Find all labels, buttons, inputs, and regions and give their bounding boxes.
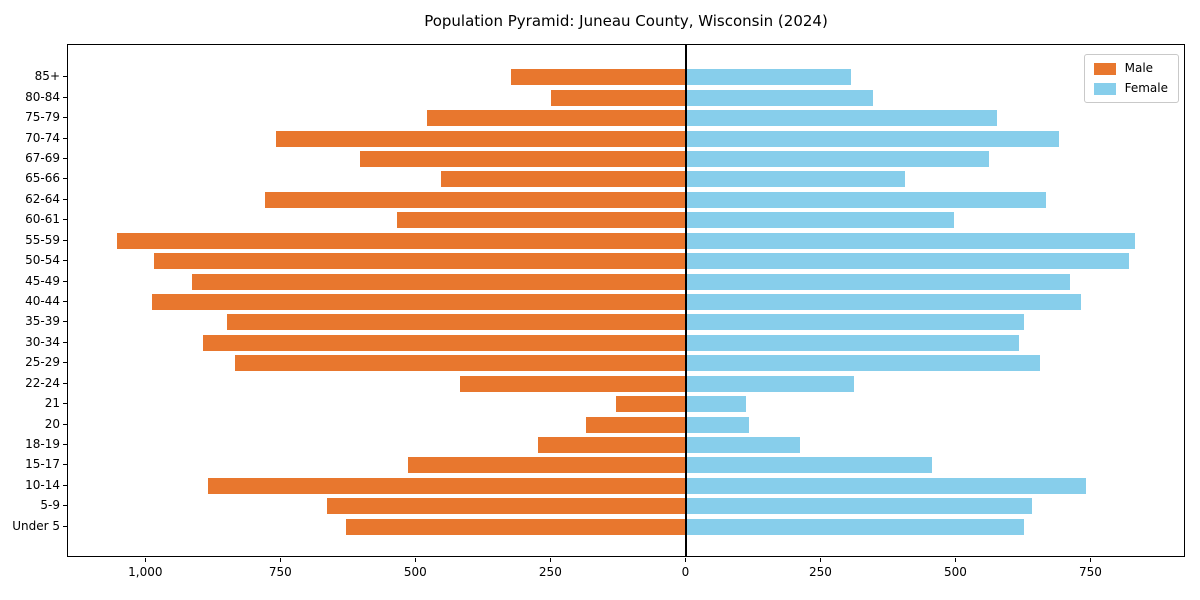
y-axis-label-75-79: 75-79 (25, 110, 60, 125)
female-bar-65-66 (686, 171, 906, 188)
y-axis-label-15-17: 15-17 (25, 457, 60, 472)
y-axis-label-25-29: 25-29 (25, 355, 60, 370)
male-bar-35-39 (227, 314, 687, 331)
x-axis-label-250: 250 (538, 565, 562, 579)
male-bar-5-9 (327, 498, 687, 515)
male-bar-45-49 (192, 273, 687, 290)
x-axis-tick (685, 558, 687, 562)
female-bar-20 (686, 416, 749, 433)
x-axis-tick (955, 558, 957, 562)
male-bar-62-64 (265, 191, 687, 208)
female-bar-80-84 (686, 89, 873, 106)
female-legend-swatch (1093, 82, 1116, 95)
female-bar-60-61 (686, 212, 954, 229)
female-bar-18-19 (686, 437, 800, 454)
female-bar-10-14 (686, 477, 1087, 494)
male-legend-label: Male (1124, 61, 1154, 75)
female-legend-label: Female (1124, 81, 1168, 95)
x-axis-label-750: 750 (1079, 565, 1102, 579)
x-axis-tick (145, 558, 147, 562)
female-bar-5-9 (686, 498, 1033, 515)
female-bar-30-34 (686, 334, 1019, 351)
male-bar-80-84 (551, 89, 687, 106)
male-bar-22-24 (459, 375, 687, 392)
x-axis-label-750: 750 (268, 565, 292, 579)
legend-item-female: Female (1093, 81, 1168, 95)
female-bar-67-69 (686, 150, 989, 167)
y-axis-label-40-44: 40-44 (25, 294, 60, 308)
chart-title: Population Pyramid: Juneau County, Wisco… (424, 12, 828, 30)
y-axis-label-18-19: 18-19 (25, 437, 60, 452)
y-axis-label-10-14: 10-14 (25, 477, 60, 492)
male-bar-60-61 (397, 212, 687, 229)
legend: Male Female (1083, 54, 1179, 103)
y-axis-label-22-24: 22-24 (25, 375, 60, 390)
female-bar-40-44 (686, 294, 1081, 310)
y-axis-label-under-5: Under 5 (12, 518, 60, 533)
y-axis-label-85: 85+ (34, 69, 60, 84)
y-axis-label-30-34: 30-34 (25, 334, 60, 349)
x-axis-tick (1090, 558, 1092, 562)
female-bar-62-64 (686, 191, 1046, 208)
y-axis-label-80-84: 80-84 (25, 89, 60, 104)
male-bar-under-5 (346, 518, 687, 535)
x-axis-label-250: 250 (808, 565, 832, 579)
y-axis-label-50-54: 50-54 (25, 253, 60, 268)
female-bar-22-24 (686, 375, 854, 392)
y-axis-label-62-64: 62-64 (25, 191, 60, 206)
female-bar-85 (686, 69, 852, 86)
male-bar-75-79 (427, 110, 687, 127)
male-bar-67-69 (359, 150, 687, 167)
female-bar-21 (686, 396, 746, 413)
x-axis-tick (550, 558, 552, 562)
male-bar-50-54 (154, 253, 687, 270)
male-legend-swatch (1093, 62, 1116, 75)
male-bar-18-19 (537, 437, 687, 454)
male-bar-70-74 (275, 130, 687, 147)
male-bar-15-17 (408, 457, 687, 474)
female-bar-50-54 (686, 253, 1130, 270)
female-bar-45-49 (686, 273, 1070, 290)
x-axis-tick (415, 558, 417, 562)
x-axis-tick (820, 558, 822, 562)
male-bar-20 (586, 416, 687, 433)
legend-item-male: Male (1093, 61, 1168, 75)
female-bar-55-59 (686, 232, 1135, 249)
y-axis-label-67-69: 67-69 (25, 150, 60, 165)
plot-area: Male Female (67, 44, 1185, 557)
x-axis-label-0: 0 (681, 565, 690, 579)
y-axis-label-20: 20 (44, 416, 60, 431)
female-bar-25-29 (686, 355, 1041, 372)
y-axis-label-65-66: 65-66 (25, 171, 60, 186)
male-bar-10-14 (208, 477, 687, 494)
y-axis-label-55-59: 55-59 (25, 232, 60, 247)
zero-axis-line (685, 45, 688, 556)
y-axis-label-35-39: 35-39 (25, 314, 60, 329)
y-axis-label-70-74: 70-74 (25, 130, 60, 145)
x-axis-label-500: 500 (403, 565, 427, 579)
male-bar-30-34 (203, 334, 687, 351)
male-bar-65-66 (440, 171, 687, 188)
female-bar-15-17 (686, 457, 933, 474)
female-bar-under-5 (686, 518, 1024, 535)
y-axis-label-60-61: 60-61 (25, 212, 60, 227)
female-bar-75-79 (686, 110, 997, 127)
male-bar-25-29 (235, 355, 687, 372)
y-axis-label-21: 21 (44, 396, 60, 411)
male-bar-40-44 (151, 294, 687, 310)
female-bar-35-39 (686, 314, 1024, 331)
y-axis-label-5-9: 5-9 (40, 498, 60, 513)
y-axis-label-45-49: 45-49 (25, 273, 60, 288)
male-bar-21 (616, 396, 687, 413)
x-axis-label-1-000: 1,000 (128, 565, 163, 579)
male-bar-55-59 (116, 232, 687, 249)
male-bar-85 (510, 69, 687, 86)
x-axis-label-500: 500 (944, 565, 967, 579)
x-axis-tick (280, 558, 282, 562)
female-bar-70-74 (686, 130, 1060, 147)
